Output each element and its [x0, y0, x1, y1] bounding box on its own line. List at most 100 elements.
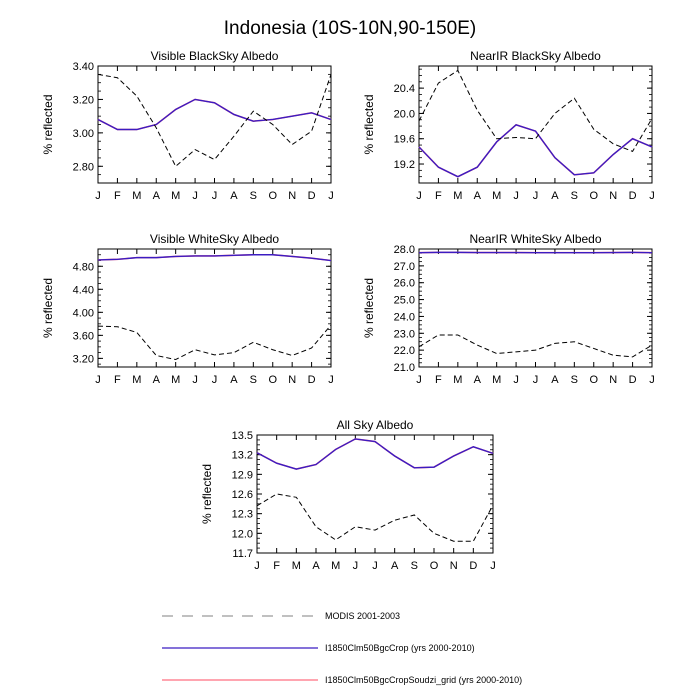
legend-label: MODIS 2001-2003: [325, 611, 400, 621]
y-tick-label: 12.0: [232, 528, 253, 540]
series-line-crop: [97, 254, 332, 262]
y-tick-label: 20.4: [394, 83, 415, 95]
x-tick-label: J: [416, 374, 422, 386]
x-tick-label: J: [212, 190, 218, 202]
y-tick-label: 26.0: [394, 278, 415, 290]
y-tick-label: 19.2: [394, 159, 415, 171]
y-tick-label: 12.3: [232, 509, 253, 521]
y-tick-label: 4.80: [73, 261, 94, 273]
y-tick-label: 13.2: [232, 450, 253, 462]
x-tick-label: M: [492, 190, 501, 202]
x-tick-label: J: [513, 374, 519, 386]
y-tick-label: 11.7: [232, 548, 253, 560]
x-tick-label: J: [192, 190, 198, 202]
x-tick-label: M: [453, 374, 462, 386]
x-tick-label: A: [551, 374, 559, 386]
x-tick-label: A: [551, 190, 559, 202]
x-tick-label: M: [492, 374, 501, 386]
x-tick-label: A: [474, 190, 482, 202]
panel-title: NearIR BlackSky Albedo: [470, 49, 601, 63]
legend-item-modis: MODIS 2001-2003: [162, 611, 400, 621]
x-tick-label: J: [95, 374, 101, 386]
x-tick-label: A: [312, 560, 320, 572]
y-tick-label: 20.0: [394, 108, 415, 120]
x-tick-label: O: [268, 190, 277, 202]
plot-frame: [97, 65, 332, 184]
y-tick-label: 19.6: [394, 134, 415, 146]
x-tick-label: O: [589, 190, 598, 202]
series-line-crop: [256, 438, 494, 470]
x-tick-label: A: [230, 190, 238, 202]
panel-title: NearIR WhiteSky Albedo: [469, 232, 601, 246]
y-tick-label: 28.0: [394, 244, 415, 256]
y-tick-label: 3.20: [73, 94, 94, 106]
x-tick-label: J: [192, 374, 198, 386]
legend-item-soudzi: I1850Clm50BgcCropSoudzi_grid (yrs 2000-2…: [162, 675, 522, 685]
x-tick-label: S: [250, 374, 257, 386]
x-tick-label: F: [435, 190, 442, 202]
panel-title: All Sky Albedo: [337, 418, 414, 432]
x-tick-label: D: [629, 374, 637, 386]
x-tick-label: S: [250, 190, 257, 202]
x-tick-label: O: [589, 374, 598, 386]
x-tick-label: J: [372, 560, 378, 572]
x-tick-label: F: [114, 190, 121, 202]
x-tick-label: N: [288, 190, 296, 202]
y-axis-label: % reflected: [41, 278, 55, 338]
y-axis-label: % reflected: [362, 278, 376, 338]
y-tick-label: 4.40: [73, 284, 94, 296]
series-line-modis: [97, 73, 332, 168]
series-line-crop: [97, 98, 332, 131]
series-line-modis: [418, 334, 653, 358]
x-tick-label: F: [273, 560, 280, 572]
x-tick-label: D: [308, 374, 316, 386]
x-tick-label: J: [533, 190, 539, 202]
x-tick-label: J: [328, 374, 334, 386]
x-tick-label: M: [453, 190, 462, 202]
y-tick-label: 4.00: [73, 307, 94, 319]
x-tick-label: J: [416, 190, 422, 202]
x-tick-label: A: [391, 560, 399, 572]
x-tick-label: N: [609, 190, 617, 202]
y-axis-label: % reflected: [200, 464, 214, 524]
panel-title: Visible WhiteSky Albedo: [150, 232, 280, 246]
x-tick-label: O: [430, 560, 439, 572]
x-tick-label: S: [411, 560, 418, 572]
plot-frame: [97, 248, 332, 368]
x-tick-label: N: [450, 560, 458, 572]
x-tick-label: J: [212, 374, 218, 386]
x-tick-label: F: [114, 374, 121, 386]
y-tick-label: 3.20: [73, 353, 94, 365]
legend-label: I1850Clm50BgcCrop (yrs 2000-2010): [325, 643, 475, 653]
x-tick-label: A: [153, 190, 161, 202]
y-tick-label: 25.0: [394, 295, 415, 307]
series-line-modis: [256, 493, 494, 542]
y-tick-label: 3.60: [73, 330, 94, 342]
y-tick-label: 27.0: [394, 261, 415, 273]
x-tick-label: J: [353, 560, 359, 572]
x-tick-label: N: [288, 374, 296, 386]
x-tick-label: D: [629, 190, 637, 202]
x-tick-label: S: [571, 190, 578, 202]
x-tick-label: J: [533, 374, 539, 386]
x-tick-label: M: [171, 190, 180, 202]
x-tick-label: M: [132, 190, 141, 202]
x-tick-label: J: [95, 190, 101, 202]
y-tick-label: 13.5: [232, 430, 253, 442]
x-tick-label: A: [153, 374, 161, 386]
x-tick-label: M: [132, 374, 141, 386]
x-tick-label: J: [649, 190, 655, 202]
x-tick-label: N: [609, 374, 617, 386]
series-line-crop: [418, 124, 653, 178]
x-tick-label: J: [490, 560, 496, 572]
x-tick-label: F: [435, 374, 442, 386]
y-tick-label: 12.9: [232, 469, 253, 481]
x-tick-label: O: [268, 374, 277, 386]
x-tick-label: D: [469, 560, 477, 572]
x-tick-label: S: [571, 374, 578, 386]
y-tick-label: 22.0: [394, 345, 415, 357]
x-tick-label: J: [649, 374, 655, 386]
y-tick-label: 3.00: [73, 128, 94, 140]
